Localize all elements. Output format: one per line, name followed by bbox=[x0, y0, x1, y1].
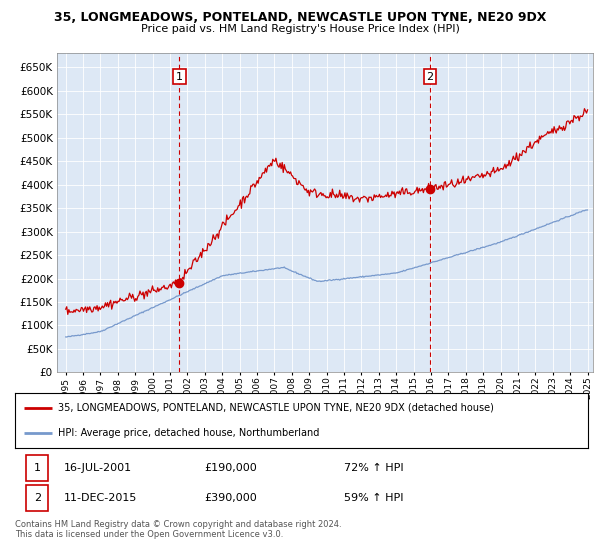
Text: £390,000: £390,000 bbox=[204, 493, 257, 503]
Text: 1: 1 bbox=[34, 463, 41, 473]
Text: 59% ↑ HPI: 59% ↑ HPI bbox=[344, 493, 404, 503]
Text: HPI: Average price, detached house, Northumberland: HPI: Average price, detached house, Nort… bbox=[58, 428, 319, 438]
FancyBboxPatch shape bbox=[26, 455, 48, 481]
Text: 1: 1 bbox=[176, 72, 183, 82]
Text: Price paid vs. HM Land Registry's House Price Index (HPI): Price paid vs. HM Land Registry's House … bbox=[140, 24, 460, 34]
Text: 2: 2 bbox=[427, 72, 434, 82]
Text: £190,000: £190,000 bbox=[204, 463, 257, 473]
Text: 11-DEC-2015: 11-DEC-2015 bbox=[64, 493, 137, 503]
Text: 35, LONGMEADOWS, PONTELAND, NEWCASTLE UPON TYNE, NE20 9DX: 35, LONGMEADOWS, PONTELAND, NEWCASTLE UP… bbox=[54, 11, 546, 24]
Text: Contains HM Land Registry data © Crown copyright and database right 2024.
This d: Contains HM Land Registry data © Crown c… bbox=[15, 520, 341, 539]
Text: 72% ↑ HPI: 72% ↑ HPI bbox=[344, 463, 404, 473]
Text: 2: 2 bbox=[34, 493, 41, 503]
Text: 35, LONGMEADOWS, PONTELAND, NEWCASTLE UPON TYNE, NE20 9DX (detached house): 35, LONGMEADOWS, PONTELAND, NEWCASTLE UP… bbox=[58, 403, 494, 413]
Text: 16-JUL-2001: 16-JUL-2001 bbox=[64, 463, 132, 473]
FancyBboxPatch shape bbox=[26, 485, 48, 511]
